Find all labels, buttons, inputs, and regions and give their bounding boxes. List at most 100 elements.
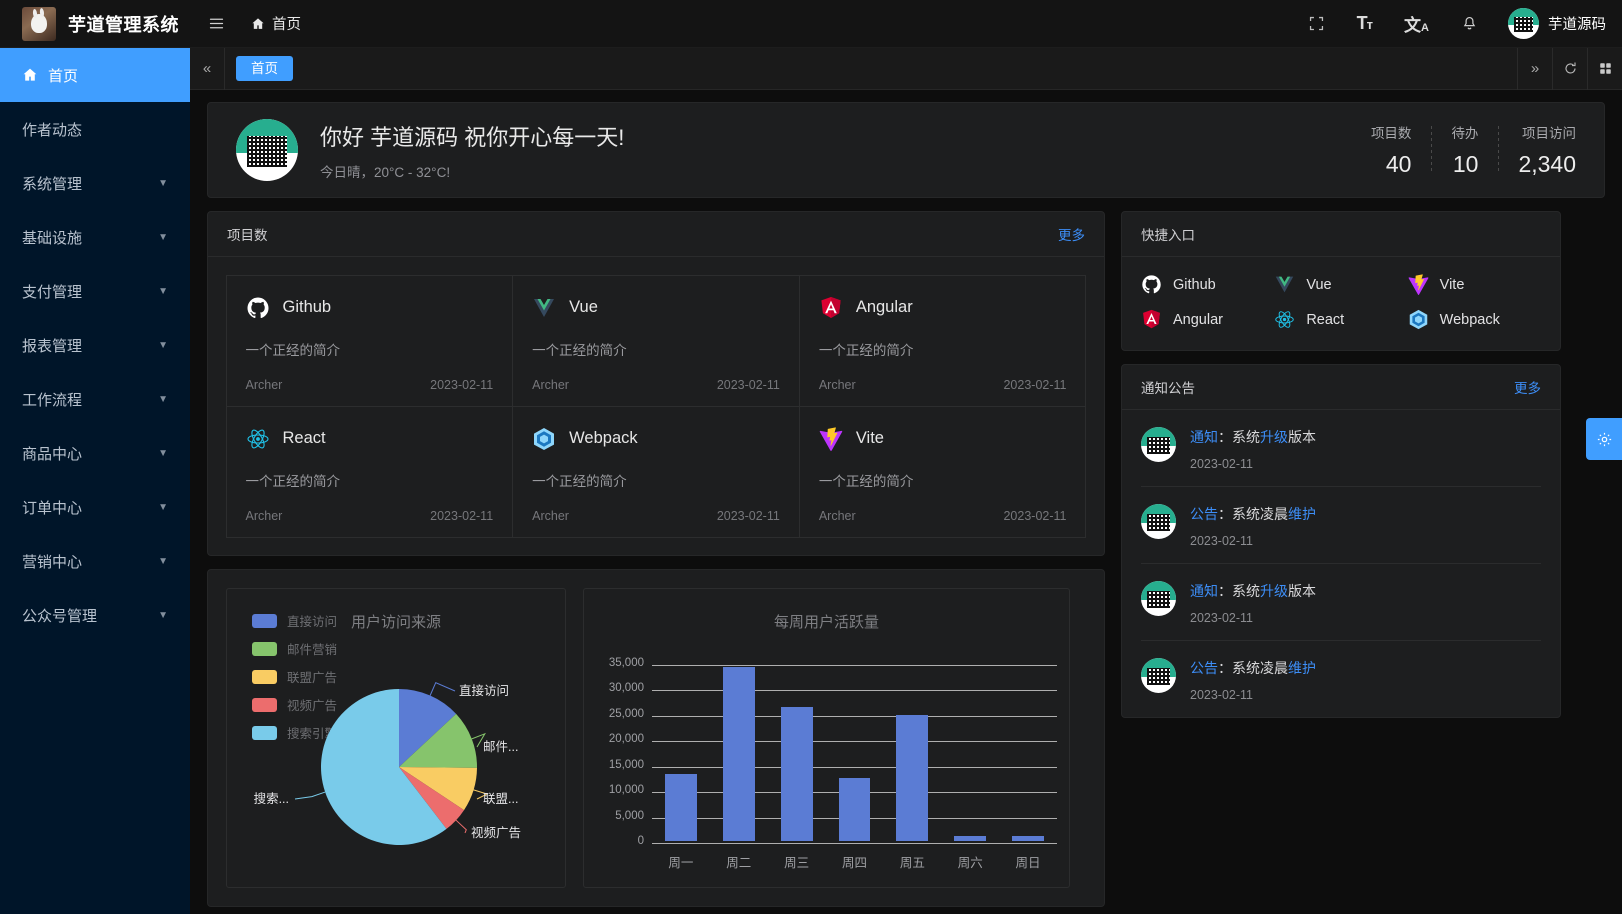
bar[interactable] (1012, 835, 1044, 841)
bar[interactable] (954, 835, 987, 841)
grid-line (652, 766, 1057, 768)
chevron-down-icon: ▼ (158, 177, 168, 189)
pie-slice[interactable] (399, 767, 465, 829)
vite-icon (819, 426, 843, 451)
bar[interactable] (665, 773, 697, 841)
sidebar-item-7[interactable]: 商品中心 ▼ (0, 426, 190, 480)
chevron-down-icon: ▼ (158, 555, 168, 567)
sidebar-item-5[interactable]: 报表管理 ▼ (0, 318, 190, 372)
pie-slice[interactable] (399, 713, 477, 768)
pie-callout-line (455, 819, 467, 834)
grid-line (652, 741, 1057, 743)
pie-slice[interactable] (321, 689, 447, 845)
bell-icon[interactable] (1447, 0, 1492, 48)
project-name: Github (282, 298, 332, 316)
y-axis-tick: 10,000 (608, 784, 644, 797)
project-date: 2023-02-11 (430, 508, 494, 523)
project-card[interactable]: Angular 一个正经的简介 Archer 2023-02-11 (798, 274, 1087, 407)
pie-legend-item[interactable]: 直接访问 (252, 611, 337, 630)
stat-block: 待办 10 (1411, 122, 1478, 178)
pie-legend-item[interactable]: 搜索引擎 (252, 723, 337, 742)
quick-entry-item[interactable]: Webpack (1408, 309, 1541, 330)
double-chevron-right-icon[interactable]: » (1530, 60, 1540, 77)
brand[interactable]: 芋道管理系统 (0, 6, 196, 41)
grid-line (652, 665, 1057, 666)
pie-callout-label: 搜索... (254, 791, 289, 806)
quick-entry-item[interactable]: Github (1141, 274, 1274, 295)
settings-fab[interactable] (1586, 418, 1622, 460)
quick-entry-item[interactable]: Angular (1141, 309, 1274, 330)
project-desc: 一个正经的简介 (532, 473, 627, 489)
pie-slice[interactable] (399, 767, 477, 811)
project-card[interactable]: Github 一个正经的简介 Archer 2023-02-11 (225, 274, 514, 407)
vue-icon (1274, 274, 1295, 295)
grid-line (652, 843, 1057, 844)
user-menu[interactable]: 芋道源码 (1496, 8, 1606, 39)
grid-icon[interactable] (1588, 48, 1622, 90)
pie-legend-item[interactable]: 视频广告 (252, 695, 337, 714)
pie-slice[interactable] (399, 689, 457, 767)
sidebar-item-2[interactable]: 系统管理 ▼ (0, 156, 190, 210)
pie-callout-label: 视频广告 (471, 825, 521, 840)
projects-more-link[interactable]: 更多 (1058, 228, 1085, 243)
pie-callout-line (473, 789, 489, 800)
sidebar-item-3[interactable]: 基础设施 ▼ (0, 210, 190, 264)
notice-item[interactable]: 公告：系统凌晨维护 2023-02-11 (1141, 487, 1541, 564)
notice-avatar (1141, 581, 1176, 616)
app-logo-icon (22, 6, 56, 41)
project-card[interactable]: Vue 一个正经的简介 Archer 2023-02-11 (512, 274, 800, 407)
quick-entry-item[interactable]: Vue (1274, 274, 1407, 295)
translate-icon[interactable]: 文A (1404, 16, 1429, 35)
project-date: 2023-02-11 (1003, 377, 1067, 392)
notices-more-link[interactable]: 更多 (1514, 381, 1541, 396)
pie-legend-item[interactable]: 邮件营销 (252, 639, 337, 658)
project-name: React (282, 429, 326, 447)
breadcrumb[interactable]: 首页 (237, 0, 315, 48)
avatar (1508, 8, 1539, 39)
sidebar-item-9[interactable]: 营销中心 ▼ (0, 534, 190, 588)
font-size-icon[interactable]: Tт (1356, 13, 1373, 33)
sidebar-item-1[interactable]: 作者动态 (0, 102, 190, 156)
sidebar-item-6[interactable]: 工作流程 ▼ (0, 372, 190, 426)
bar[interactable] (722, 666, 755, 841)
hamburger-icon[interactable] (196, 0, 237, 48)
stat-label: 项目数 (1370, 126, 1412, 141)
sidebar-item-4[interactable]: 支付管理 ▼ (0, 264, 190, 318)
notices-title: 通知公告 (1141, 381, 1195, 396)
project-name: Angular (855, 298, 913, 316)
pie-legend-item[interactable]: 联盟广告 (252, 667, 337, 686)
notice-item[interactable]: 公告：系统凌晨维护 2023-02-11 (1141, 641, 1541, 717)
bar[interactable] (838, 778, 871, 841)
quick-entry-card: 快捷入口 Github Vue Vite Angular React Webpa… (1121, 211, 1561, 351)
project-card[interactable]: Webpack 一个正经的简介 Archer 2023-02-11 (512, 405, 800, 538)
sidebar-item-home[interactable]: 首页 (0, 48, 190, 102)
notice-item[interactable]: 通知：系统升级版本 2023-02-11 (1141, 410, 1541, 487)
project-card[interactable]: React 一个正经的简介 Archer 2023-02-11 (225, 405, 514, 538)
quick-entry-item[interactable]: Vite (1408, 274, 1541, 295)
angular-icon (819, 296, 843, 320)
project-date: 2023-02-11 (716, 508, 780, 523)
sidebar-item-label: 首页 (48, 67, 79, 85)
user-name: 芋道源码 (1548, 17, 1606, 33)
fullscreen-icon[interactable] (1294, 0, 1339, 48)
chevron-down-icon: ▼ (158, 285, 168, 297)
notice-title: 通知：系统升级版本 (1190, 429, 1316, 445)
welcome-banner: 你好 芋道源码 祝你开心每一天! 今日晴，20°C - 32°C! 项目数 40… (207, 102, 1605, 198)
sidebar-item-8[interactable]: 订单中心 ▼ (0, 480, 190, 534)
weather-text: 今日晴，20°C - 32°C! (320, 164, 451, 180)
header-actions: Tт 文A 芋道源码 (1294, 0, 1622, 48)
sidebar-item-10[interactable]: 公众号管理 ▼ (0, 588, 190, 642)
x-axis-tick: 周日 (1015, 856, 1041, 870)
refresh-icon[interactable] (1553, 48, 1587, 90)
bar[interactable] (896, 714, 929, 841)
project-author: Archer (245, 377, 283, 392)
double-chevron-left-icon[interactable]: « (202, 60, 212, 77)
project-card[interactable]: Vite 一个正经的简介 Archer 2023-02-11 (798, 405, 1087, 538)
x-axis-tick: 周四 (841, 856, 867, 870)
quick-entry-item[interactable]: React (1274, 309, 1407, 330)
sidebar-item-label: 作者动态 (22, 121, 83, 139)
tab-home[interactable]: 首页 (236, 55, 293, 82)
bar[interactable] (780, 707, 813, 841)
notice-item[interactable]: 通知：系统升级版本 2023-02-11 (1141, 564, 1541, 641)
bar-chart: 每周用户活跃量 0 5,000 10,000 15,000 20,000 25,000 30… (583, 588, 1070, 888)
